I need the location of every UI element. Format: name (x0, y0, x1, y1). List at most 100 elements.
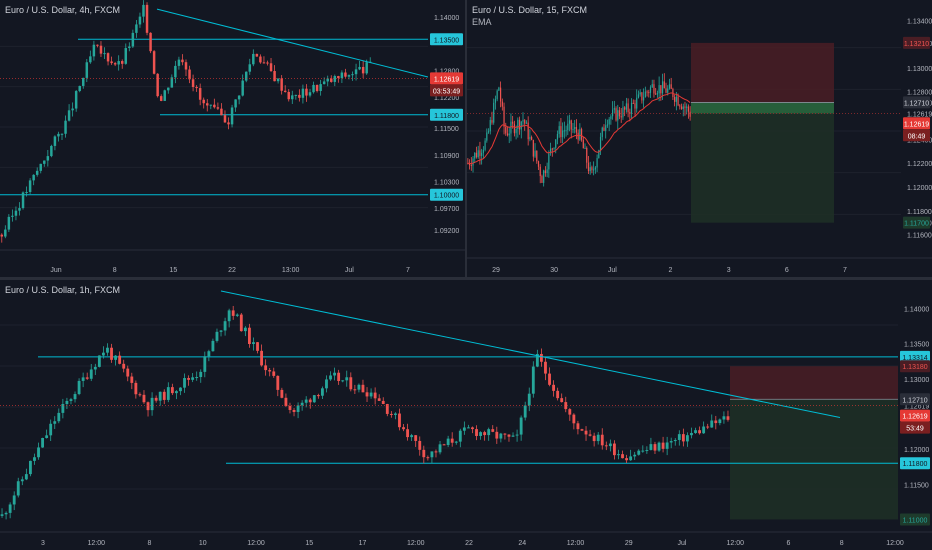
candle-body (634, 103, 636, 109)
time-tick-label: 7 (843, 267, 847, 274)
candle-body (53, 421, 57, 424)
candle-body (482, 149, 484, 153)
bar-countdown-label: 03:53:49 (433, 88, 460, 95)
candle-body (575, 127, 578, 133)
candle-body (269, 63, 273, 72)
candle-body (524, 120, 526, 124)
candle-body (539, 353, 543, 362)
candle-body (462, 427, 466, 431)
candle-body (203, 356, 207, 372)
panel-divider-horizontal[interactable] (0, 277, 932, 280)
candle-body (39, 163, 42, 171)
candle-body (322, 81, 326, 85)
candle-body (598, 149, 600, 159)
candle-body (128, 46, 131, 49)
candle-body (188, 69, 191, 80)
candle-body (563, 130, 565, 132)
panel-divider-vertical[interactable] (465, 0, 467, 278)
chart-canvas-15m[interactable]: 1.13400 1.13210 1.13000 1.12800 1.12710 1.126… (467, 0, 932, 277)
candle-body (548, 373, 551, 385)
candle-body (77, 380, 81, 395)
candle-body (531, 137, 533, 140)
time-tick-label: 15 (305, 540, 313, 547)
ema-indicator-label[interactable]: EMA (472, 17, 492, 27)
price-tick-label: 1.11600 (907, 233, 932, 240)
chart-canvas-4h[interactable]: 1.14000 1.12800 1.12200 1.11500 1.10900 1.103… (0, 0, 465, 277)
candle-body (345, 377, 349, 381)
price-tick-label: 1.12000 (904, 447, 929, 454)
candle-body (570, 120, 572, 130)
candle-body (333, 76, 337, 82)
candle-body (247, 327, 251, 345)
candle-body (235, 314, 239, 316)
candle-body (264, 365, 268, 371)
time-tick-label: 30 (550, 267, 558, 274)
candle-body (527, 393, 531, 406)
candle-body (272, 371, 276, 376)
candle-body (162, 391, 166, 400)
candle-body (655, 93, 657, 95)
candle-body (665, 88, 667, 93)
candle-body (556, 390, 560, 399)
candle-body (608, 443, 612, 447)
candle-body (558, 126, 560, 134)
candle-body (20, 479, 24, 482)
candle-body (680, 106, 683, 109)
candle-body (287, 91, 290, 100)
chart-panel-4h[interactable]: 1.14000 1.12800 1.12200 1.11500 1.10900 1.103… (0, 0, 465, 277)
time-tick-label: 12:00 (87, 540, 105, 547)
candle-body (698, 430, 702, 434)
candle-body (690, 432, 693, 436)
candle-body (515, 434, 519, 436)
candle-body (663, 81, 665, 89)
candle-body (199, 371, 203, 378)
current-price-label-bg (903, 117, 930, 130)
candle-body (252, 53, 255, 65)
candle-body (572, 414, 576, 424)
candle-body (544, 361, 547, 374)
candle-body (361, 66, 365, 74)
current-price-label: 1.12619 (434, 76, 459, 83)
candle-body (681, 434, 685, 442)
candle-body (206, 103, 209, 106)
candle-body (294, 94, 298, 96)
level-price-label: 1.10000 (434, 193, 459, 200)
take-profit-zone (730, 399, 898, 520)
price-tick-label: 1.11500 (904, 482, 929, 489)
candle-body (580, 429, 584, 431)
candle-body (305, 88, 308, 96)
candle-body (156, 73, 159, 97)
target-price-label-bg (903, 216, 930, 229)
candle-body (625, 103, 627, 110)
candle-body (661, 442, 665, 449)
candle-body (191, 377, 195, 380)
candle-body (288, 406, 292, 410)
candle-body (620, 116, 622, 118)
candle-body (377, 398, 381, 401)
candle-body (414, 435, 418, 441)
time-tick-label: 12:00 (247, 540, 265, 547)
candle-body (357, 384, 361, 390)
candle-body (608, 119, 610, 125)
candle-body (252, 342, 255, 345)
candle-body (468, 163, 471, 165)
candle-body (646, 91, 648, 93)
candle-body (101, 352, 105, 356)
candle-body (675, 96, 677, 102)
candle-body (381, 400, 385, 405)
chart-canvas-1h[interactable]: 1.14000 1.13500 1.13314 1.13180 1.13000 1.127… (0, 280, 932, 550)
chart-panel-1h[interactable]: 1.14000 1.13500 1.13314 1.13180 1.13000 1.127… (0, 280, 932, 550)
candle-body (475, 429, 478, 436)
candle-body (562, 130, 564, 138)
chart-panel-15m[interactable]: 1.13400 1.13210 1.13000 1.12800 1.12710 1.126… (467, 0, 932, 277)
candle-body (580, 129, 583, 140)
candle-body (592, 435, 596, 442)
candle-body (138, 394, 142, 396)
candle-body (475, 152, 478, 158)
level-price-label-bg (900, 457, 930, 470)
candle-body (220, 108, 223, 116)
candle-body (611, 109, 614, 117)
candle-body (184, 62, 188, 70)
candle-body (211, 340, 215, 352)
candle-body (454, 441, 458, 443)
